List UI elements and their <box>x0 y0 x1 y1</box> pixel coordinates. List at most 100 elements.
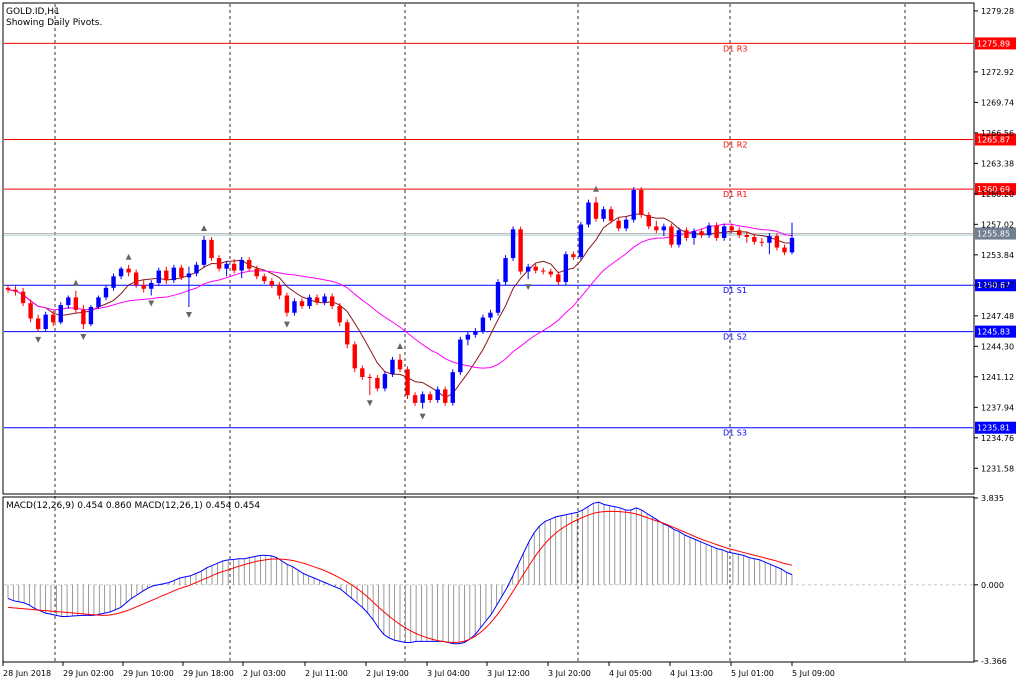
candle-layer <box>5 185 795 420</box>
bull-candle <box>43 314 48 330</box>
time-tick-label: 29 Jun 18:00 <box>183 669 234 678</box>
bull-candle <box>503 258 508 283</box>
time-tick-label: 3 Jul 04:00 <box>427 669 470 678</box>
time-tick-label: 3 Jul 20:00 <box>548 669 591 678</box>
current-price-tag-label: 1255.85 <box>977 230 1010 239</box>
bear-candle <box>571 254 576 258</box>
bull-candle <box>156 270 161 284</box>
fractal-up-arrow <box>397 342 403 349</box>
fractal-up-arrow <box>201 225 207 232</box>
bear-candle <box>608 209 614 221</box>
time-tick-label: 5 Jul 01:00 <box>731 669 774 678</box>
price-tick-label: 1266.56 <box>981 129 1014 138</box>
bear-candle <box>427 394 433 400</box>
time-tick-label: 28 Jun 2018 <box>3 669 51 678</box>
bull-candle <box>58 305 63 323</box>
macd-signal-line <box>7 510 793 644</box>
bull-candle <box>118 268 124 277</box>
fractal-down-arrow <box>419 413 426 420</box>
bear-candle <box>443 389 448 403</box>
bear-candle <box>646 214 651 227</box>
bull-candle <box>706 225 712 236</box>
price-axis: 1279.28 1272.92 1269.74 1266.56 1263.38 1260.… <box>974 7 1014 473</box>
macd-tick-label: -3.366 <box>981 657 1007 666</box>
pivot-label: D1 S2 <box>723 333 747 342</box>
pivot-label: D1 S1 <box>723 286 747 295</box>
bear-candle <box>548 271 553 275</box>
bear-candle <box>216 258 222 269</box>
bull-candle <box>111 276 116 288</box>
pivot-price-tag-label: 1245.83 <box>977 328 1010 337</box>
bear-candle <box>284 295 290 313</box>
time-tick-label: 2 Jul 19:00 <box>366 669 409 678</box>
bull-candle <box>186 273 192 278</box>
bear-candle <box>164 270 169 281</box>
time-tick-label: 2 Jul 11:00 <box>305 669 348 678</box>
bear-candle <box>247 260 252 269</box>
bull-candle <box>420 394 425 403</box>
bull-candle <box>586 202 591 225</box>
pivot-price-tag <box>975 183 1016 196</box>
bear-candle <box>345 322 350 345</box>
pivot-price-tag-label: 1235.81 <box>977 424 1010 433</box>
price-tick-label: 1247.48 <box>981 312 1014 321</box>
fractal-up-arrow <box>593 185 599 192</box>
pivot-price-tag <box>975 325 1016 338</box>
price-tick-label: 1260.20 <box>981 190 1014 199</box>
bull-candle <box>578 224 584 258</box>
bull-candle <box>525 266 531 272</box>
bear-candle <box>759 241 765 243</box>
pivot-price-tag-label: 1265.87 <box>977 135 1010 144</box>
bear-candle <box>684 230 689 238</box>
bull-candle <box>194 264 199 274</box>
main-chart-frame <box>2 2 975 495</box>
time-tick-label: 4 Jul 05:00 <box>609 669 652 678</box>
bull-candle <box>601 209 606 219</box>
bull-candle <box>458 339 463 373</box>
bull-candle <box>789 237 795 253</box>
fractal-down-arrow <box>80 334 87 341</box>
bear-candle <box>782 247 787 253</box>
pivot-price-tag-label: 1250.67 <box>977 281 1010 290</box>
price-tick-label: 1263.38 <box>981 159 1014 168</box>
bear-candle <box>729 226 734 231</box>
bear-candle <box>714 225 719 238</box>
bear-candle <box>541 270 546 272</box>
bear-candle <box>28 303 33 319</box>
fractal-down-arrow <box>525 284 532 291</box>
bull-candle <box>435 389 440 400</box>
macd-frame <box>2 496 975 663</box>
bull-candle <box>239 260 244 271</box>
moving-average-layer <box>7 213 793 398</box>
pivot-label: D1 R2 <box>723 140 747 149</box>
price-tick-label: 1269.74 <box>981 98 1014 107</box>
bear-candle <box>133 272 139 285</box>
bear-candle <box>699 231 704 236</box>
macd-layer: 3.835 0.000 -3.366 <box>4 494 1007 666</box>
pivot-price-tag-label: 1275.89 <box>977 39 1010 48</box>
bear-candle <box>556 274 561 283</box>
bear-candle <box>744 235 749 237</box>
price-tick-label: 1257.02 <box>981 220 1014 229</box>
bull-candle <box>149 283 154 289</box>
bear-candle <box>533 266 538 271</box>
price-tick-label: 1234.76 <box>981 434 1014 443</box>
bear-candle <box>35 318 41 330</box>
bull-candle <box>488 312 493 318</box>
bear-candle <box>412 395 418 403</box>
bull-candle <box>480 317 486 331</box>
bull-candle <box>623 219 629 229</box>
bull-candle <box>465 334 471 340</box>
price-tick-label: 1272.92 <box>981 68 1014 77</box>
bear-candle <box>269 281 275 285</box>
fast-moving-average-line <box>7 213 793 398</box>
bear-candle <box>81 309 86 325</box>
macd-tick-label: 0.000 <box>981 581 1004 590</box>
bear-candle <box>141 284 146 289</box>
price-tick-label: 1250.67 <box>981 281 1014 290</box>
bear-candle <box>669 226 674 245</box>
bull-candle <box>495 282 501 313</box>
time-tick-label: 29 Jun 10:00 <box>123 669 174 678</box>
